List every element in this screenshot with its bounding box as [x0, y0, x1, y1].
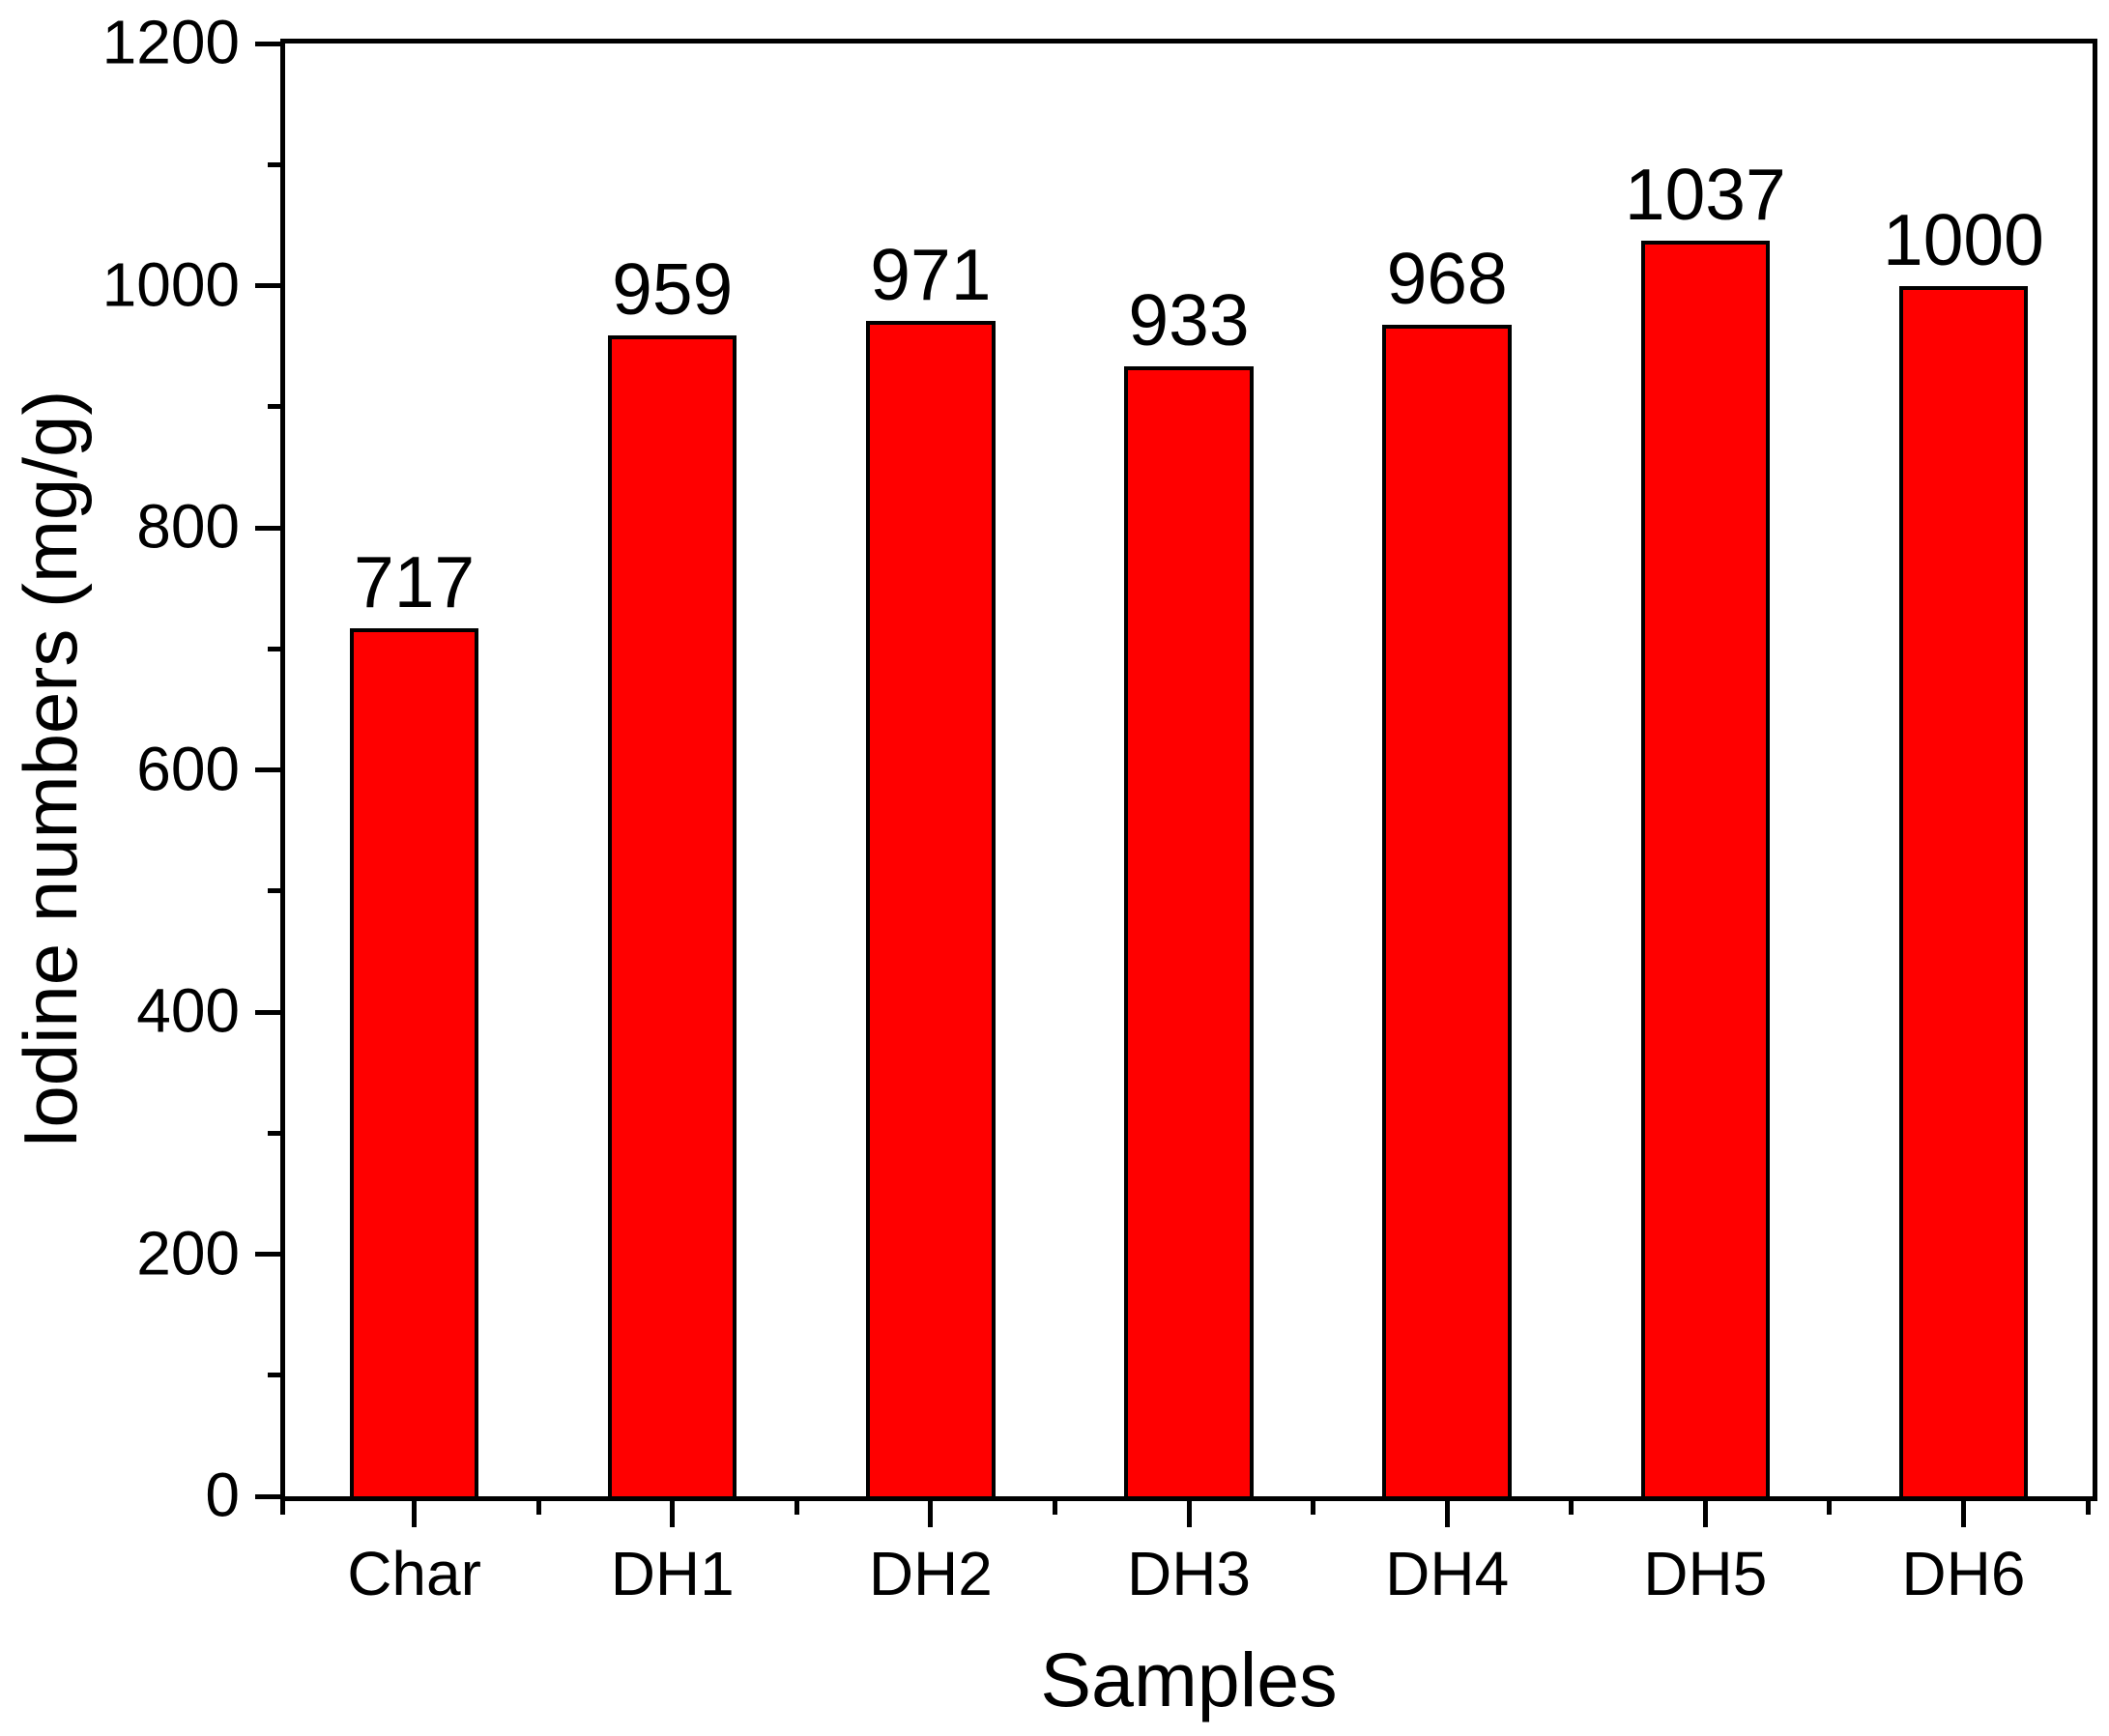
y-minor-tick	[268, 161, 285, 167]
bar-value-label: 933	[1128, 279, 1250, 362]
bar-value-label: 1000	[1882, 198, 2044, 280]
x-major-tick	[1444, 1496, 1450, 1527]
x-tick-label-Char: Char	[347, 1539, 481, 1608]
y-minor-tick	[268, 888, 285, 894]
x-tick-label-DH3: DH3	[1126, 1539, 1252, 1608]
x-tick-label-DH6: DH6	[1901, 1539, 2026, 1608]
x-minor-tick	[280, 1496, 285, 1515]
y-tick-label: 600	[136, 734, 240, 804]
y-major-tick	[255, 41, 285, 46]
y-major-tick	[255, 1252, 285, 1257]
bar-value-label: 968	[1386, 237, 1508, 319]
bar-DH6	[1898, 285, 2029, 1496]
x-minor-tick	[1569, 1496, 1575, 1515]
y-tick-label: 400	[136, 975, 240, 1046]
x-tick-label-DH5: DH5	[1643, 1539, 1768, 1608]
bar-DH5	[1640, 241, 1771, 1496]
x-minor-tick	[1827, 1496, 1833, 1515]
bar-DH2	[866, 320, 996, 1496]
x-minor-tick	[535, 1496, 541, 1515]
x-minor-tick	[794, 1496, 799, 1515]
bar-value-label: 959	[612, 247, 734, 330]
x-major-tick	[1186, 1496, 1192, 1527]
x-major-tick	[670, 1496, 676, 1527]
y-tick-label: 800	[136, 491, 240, 562]
y-major-tick	[255, 525, 285, 531]
y-minor-tick	[268, 1130, 285, 1136]
bar-value-label: 1037	[1624, 154, 1786, 236]
bar-value-label: 971	[870, 233, 992, 315]
plot-area	[280, 39, 2097, 1501]
y-tick-label: 1000	[101, 249, 240, 320]
y-tick-label: 1200	[101, 7, 240, 77]
x-minor-tick	[2085, 1496, 2091, 1515]
y-tick-label: 200	[136, 1218, 240, 1288]
x-major-tick	[1702, 1496, 1708, 1527]
y-minor-tick	[268, 404, 285, 410]
x-tick-label-DH1: DH1	[610, 1539, 735, 1608]
bar-value-label: 717	[353, 540, 476, 622]
x-axis-title: Samples	[1040, 1636, 1338, 1722]
x-major-tick	[1960, 1496, 1966, 1527]
y-major-tick	[255, 1009, 285, 1015]
x-minor-tick	[1311, 1496, 1316, 1515]
bar-DH4	[1382, 324, 1512, 1496]
bar-DH1	[607, 334, 737, 1496]
y-minor-tick	[268, 646, 285, 651]
y-tick-label: 0	[205, 1460, 240, 1530]
x-major-tick	[412, 1496, 418, 1527]
y-major-tick	[255, 767, 285, 772]
bar-Char	[349, 627, 479, 1496]
y-minor-tick	[268, 1373, 285, 1378]
bar-DH3	[1124, 366, 1254, 1496]
x-minor-tick	[1052, 1496, 1057, 1515]
x-tick-label-DH2: DH2	[868, 1539, 993, 1608]
y-major-tick	[255, 1493, 285, 1499]
x-major-tick	[928, 1496, 934, 1527]
x-tick-label-DH4: DH4	[1385, 1539, 1510, 1608]
y-major-tick	[255, 283, 285, 288]
